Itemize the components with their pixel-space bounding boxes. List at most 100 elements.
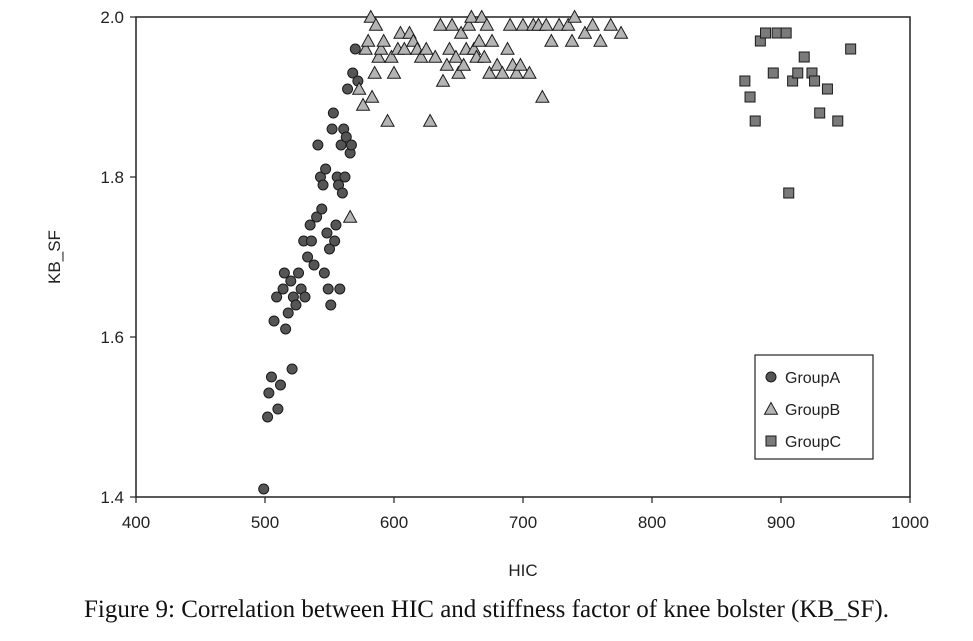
data-point-groupa [322,283,334,295]
data-point-groupc [814,107,826,119]
data-point-groupc [809,75,821,87]
x-tick-label: 500 [251,513,279,532]
data-point-groupa [258,483,270,495]
data-point-groupa [278,267,290,279]
data-point-groupb [433,17,448,31]
data-point-groupc [783,187,795,199]
data-point-groupc [792,67,804,79]
data-point-groupb [358,41,373,55]
data-point-groupc [780,27,792,39]
data-point-groupb [342,209,358,223]
data-point-groupa [316,203,328,215]
data-point-groupb [360,33,376,47]
data-point-groupb [453,25,469,39]
legend: GroupA GroupB GroupC [754,354,874,460]
data-point-groupa [299,291,311,303]
data-point-groupb [502,17,518,31]
data-point-groupb [471,33,487,47]
data-point-groupa [280,323,292,335]
data-point-groupb [367,65,382,79]
data-point-groupa [312,139,324,151]
data-point-groupa [277,283,289,295]
data-point-groupb [418,41,434,55]
data-point-groupa [311,211,323,223]
data-point-groupa [340,131,352,143]
data-point-groupb [515,17,531,31]
y-tick-label: 1.8 [100,168,124,187]
data-point-groupb [513,57,528,71]
data-point-groupc [760,27,772,39]
data-point-groupa [326,123,338,135]
data-point-groupb [364,89,380,103]
data-point-groupb [613,25,629,39]
data-point-groupb [422,113,438,127]
data-point-groupb [603,17,619,31]
legend-label-groupc: GroupC [785,434,841,451]
data-point-groupb [544,33,559,47]
data-point-groupb [476,49,492,63]
data-point-groupc [845,43,857,55]
data-point-groupa [334,283,346,295]
y-tick-label: 1.6 [100,328,124,347]
x-tick-label: 800 [638,513,666,532]
data-point-groupb [593,33,608,47]
data-point-groupb [551,17,567,31]
y-axis: 1.4 1.6 1.8 2.0 [100,8,136,507]
data-point-groupa [290,299,302,311]
figure-caption: Figure 9: Correlation between HIC and st… [84,596,889,623]
data-point-groupb [495,65,510,79]
data-point-groupc [798,51,810,63]
data-point-groupa [342,83,354,95]
data-point-groupa [321,227,333,239]
data-point-groupc [739,75,751,87]
data-point-groupb [479,17,495,31]
legend-marker-groupc [765,435,777,447]
data-point-groupa [271,291,283,303]
legend-label-groupa: GroupA [785,370,840,387]
data-point-groupb [484,33,500,47]
y-tick-label: 2.0 [100,8,124,27]
data-point-groupa [265,371,277,383]
data-point-groupa [263,387,275,399]
data-point-groupc [767,67,779,79]
data-point-groupa [262,411,274,423]
data-point-groupa [317,179,329,191]
data-point-groupb [386,65,402,79]
data-point-groupb [464,9,479,23]
data-point-groupb [535,89,550,103]
y-axis-title: KB_SF [45,230,64,284]
data-point-groupb [368,17,384,31]
data-point-groupb [451,65,466,79]
x-tick-label: 600 [380,513,408,532]
legend-marker-groupb [763,401,779,415]
data-point-groupb [413,49,429,63]
data-point-groupa [268,315,280,327]
x-tick-label: 1000 [891,513,929,532]
data-point-groupa [285,275,297,287]
x-tick-label: 700 [509,513,537,532]
data-point-groupa [318,267,330,279]
data-point-groupa [305,235,317,247]
y-tick-label: 1.4 [100,488,124,507]
data-point-groupa [304,219,316,231]
data-point-groupa [320,163,332,175]
data-point-groupc [749,115,761,127]
data-point-groupa [345,139,357,151]
data-point-groupb [482,65,497,79]
data-point-groupc [771,27,783,39]
data-point-groupb [474,9,490,23]
legend-marker-groupa [765,371,777,383]
x-axis: 400 500 600 700 800 900 1000 [122,497,929,532]
data-point-groupb [538,17,554,31]
data-point-groupb [355,97,371,111]
data-point-groupb [371,49,386,63]
series-groupc [739,27,857,199]
x-tick-label: 900 [767,513,795,532]
data-point-groupa [329,235,341,247]
data-point-groupc [832,115,844,127]
data-point-groupa [272,403,284,415]
data-point-groupa [349,43,361,55]
data-point-groupb [564,33,580,47]
data-point-groupa [336,187,348,199]
data-point-groupb [373,41,389,55]
